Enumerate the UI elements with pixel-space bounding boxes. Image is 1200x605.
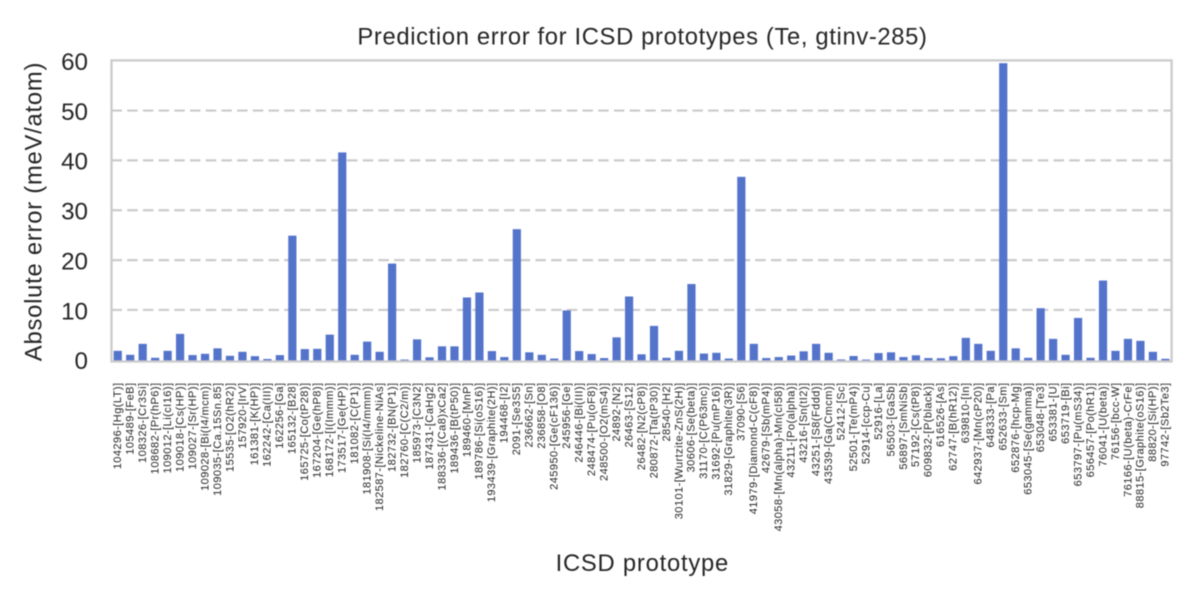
svg-text:56897-[SmNiSb]: 56897-[SmNiSb] [898, 383, 910, 470]
svg-text:40: 40 [61, 149, 88, 176]
svg-text:157920-[IrV]: 157920-[IrV] [237, 383, 249, 449]
svg-text:43216-[Sn(tI2)]: 43216-[Sn(tI2)] [798, 383, 810, 463]
svg-text:26482-[N2(cP8)]: 26482-[N2(cP8)] [636, 383, 648, 471]
svg-text:50: 50 [61, 99, 88, 126]
svg-text:109012-[Li(cI16)]: 109012-[Li(cI16)] [162, 383, 174, 474]
svg-text:Prediction error for ICSD prot: Prediction error for ICSD prototypes (Te… [357, 24, 927, 51]
svg-text:181908-[Si(I4/mmm)]: 181908-[Si(I4/mmm)] [361, 383, 373, 495]
svg-text:57192-[Cs(tP8)]: 57192-[Cs(tP8)] [910, 383, 922, 468]
svg-text:52916-[La]: 52916-[La] [873, 383, 885, 440]
svg-text:182732-[BN(P1)]: 182732-[BN(P1)] [386, 383, 398, 472]
svg-text:639810-[In]: 639810-[In] [960, 383, 972, 444]
svg-text:30606-[Se(beta)]: 30606-[Se(beta)] [686, 383, 698, 473]
svg-text:185973-[C3N2]: 185973-[C3N2] [411, 383, 423, 464]
svg-text:20: 20 [61, 248, 88, 275]
svg-text:52914-[ccp-Cu]: 52914-[ccp-Cu] [860, 383, 872, 465]
svg-text:189786-[Si(oS16)]: 189786-[Si(oS16)] [474, 383, 486, 480]
svg-text:188336-[(Ca8)xCa2]: 188336-[(Ca8)xCa2] [436, 383, 448, 491]
svg-text:165725-[Co(tP28)]: 165725-[Co(tP28)] [299, 383, 311, 481]
svg-text:109028-[Bi(I4/mcm)]: 109028-[Bi(I4/mcm)] [199, 383, 211, 491]
svg-text:609832-[P(black)]: 609832-[P(black)] [923, 383, 935, 478]
svg-text:245956-[Ge]: 245956-[Ge] [561, 383, 573, 449]
svg-text:162256-[Ga]: 162256-[Ga] [274, 383, 286, 449]
svg-text:653797-[Pu(mS34)]: 653797-[Pu(mS34)] [1072, 383, 1084, 487]
svg-text:30: 30 [61, 199, 88, 226]
svg-text:642937-[Mn(cP20)]: 642937-[Mn(cP20)] [973, 383, 985, 485]
svg-text:161381-[K(HP)]: 161381-[K(HP)] [249, 383, 261, 466]
svg-text:109027-[Sr(HP)]: 109027-[Sr(HP)] [187, 383, 199, 470]
svg-text:236858-[O8]: 236858-[O8] [536, 383, 548, 449]
svg-text:31170-[C(P63mc)]: 31170-[C(P63mc)] [698, 383, 710, 479]
svg-text:31692-[Pu(mP16)]: 31692-[Pu(mP16)] [711, 383, 723, 480]
svg-text:104296-[Hg(LT)]: 104296-[Hg(LT)] [112, 383, 124, 470]
svg-text:52412-[Sc]: 52412-[Sc] [835, 383, 847, 441]
svg-text:30101-[Wurtzite-ZnS(2H)]: 30101-[Wurtzite-ZnS(2H)] [673, 383, 685, 520]
svg-text:62747-[B(hR12)]: 62747-[B(hR12)] [948, 383, 960, 471]
svg-text:26463-[S12]: 26463-[S12] [623, 383, 635, 448]
svg-text:653381-[U]: 653381-[U] [1047, 383, 1059, 442]
svg-text:42679-[Sb(mP4)]: 42679-[Sb(mP4)] [761, 383, 773, 474]
svg-text:181082-[C(P1)]: 181082-[C(P1)] [349, 383, 361, 465]
svg-text:43539-[Ga(Cmcm)]: 43539-[Ga(Cmcm)] [823, 383, 835, 485]
svg-text:108326-[Cr3Si]: 108326-[Cr3Si] [137, 383, 149, 463]
svg-text:653048-[Te3]: 653048-[Te3] [1035, 383, 1047, 453]
svg-text:24892-[N2]: 24892-[N2] [611, 383, 623, 442]
svg-text:194468-[I2]: 194468-[I2] [499, 383, 511, 444]
svg-text:56503-[GaSb]: 56503-[GaSb] [885, 383, 897, 457]
svg-text:31829-[Graphite(3R)]: 31829-[Graphite(3R)] [723, 383, 735, 496]
svg-text:88820-[Si(HP)]: 88820-[Si(HP)] [1147, 383, 1159, 462]
svg-text:ICSD prototype: ICSD prototype [556, 550, 729, 577]
svg-text:28540-[H2]: 28540-[H2] [661, 383, 673, 442]
svg-text:653045-[Se(gamma)]: 653045-[Se(gamma)] [1022, 383, 1034, 495]
svg-text:76166-[U(beta)-CrFe]: 76166-[U(beta)-CrFe] [1122, 383, 1134, 497]
svg-text:189436-[B(tP50)]: 189436-[B(tP50)] [449, 383, 461, 474]
svg-text:652876-[hcp-Mg]: 652876-[hcp-Mg] [1010, 383, 1022, 473]
svg-text:43251-[S8(Fddd)]: 43251-[S8(Fddd)] [810, 383, 822, 477]
svg-text:43211-[Po(alpha)]: 43211-[Po(alpha)] [786, 383, 798, 478]
svg-text:248474-[Pu(oF8)]: 248474-[Pu(oF8)] [586, 383, 598, 477]
svg-text:162242-[Ca(III)]: 162242-[Ca(III)] [262, 383, 274, 467]
svg-text:15535-[O2(hR2)]: 15535-[O2(hR2)] [224, 383, 236, 472]
svg-text:60: 60 [61, 49, 88, 76]
svg-text:616526-[As]: 616526-[As] [935, 383, 947, 447]
svg-text:652633-[Sm]: 652633-[Sm] [998, 383, 1010, 451]
svg-text:653719-[Bi]: 653719-[Bi] [1060, 383, 1072, 444]
svg-text:236662-[Sn]: 236662-[Sn] [524, 383, 536, 448]
svg-text:88815-[Graphite(oS16)]: 88815-[Graphite(oS16)] [1135, 383, 1147, 509]
svg-text:187431-[CaHg2]: 187431-[CaHg2] [424, 383, 436, 470]
svg-text:246446-[Bi(III)]: 246446-[Bi(III)] [573, 383, 585, 463]
svg-text:10: 10 [61, 298, 88, 325]
svg-text:109018-[Cs(HP)]: 109018-[Cs(HP)] [174, 383, 186, 472]
svg-text:182760-[C(C2/m)]: 182760-[C(C2/m)] [399, 383, 411, 478]
svg-text:189460-[MnP]: 189460-[MnP] [461, 383, 473, 458]
svg-text:76041-[U(beta)]: 76041-[U(beta)] [1097, 383, 1109, 467]
svg-text:648333-[Pa]: 648333-[Pa] [985, 383, 997, 448]
svg-text:165132-[B28]: 165132-[B28] [287, 383, 299, 455]
svg-text:37090-[S6]: 37090-[S6] [736, 383, 748, 441]
svg-text:280872-[Ta(tP30)]: 280872-[Ta(tP30)] [648, 383, 660, 479]
svg-text:41979-[Diamond-C(cF8)]: 41979-[Diamond-C(cF8)] [748, 383, 760, 515]
svg-text:97742-[Sb2Te3]: 97742-[Sb2Te3] [1160, 383, 1172, 467]
svg-text:43058-[Mn(alpha)-Mn(cI58)]: 43058-[Mn(alpha)-Mn(cI58)] [773, 383, 785, 532]
svg-text:108682-[Pr(hP6)]: 108682-[Pr(hP6)] [149, 383, 161, 475]
svg-text:105489-[FeB]: 105489-[FeB] [125, 383, 137, 455]
svg-text:193439-[Graphite(2H)]: 193439-[Graphite(2H)] [486, 383, 498, 503]
svg-text:167204-[Ge(hP8)]: 167204-[Ge(hP8)] [312, 383, 324, 478]
svg-text:656457-[Po(hR1)]: 656457-[Po(hR1)] [1085, 383, 1097, 478]
svg-text:Absolute error (meV/atom): Absolute error (meV/atom) [21, 62, 48, 361]
svg-text:248500-[O2(mS4)]: 248500-[O2(mS4)] [598, 383, 610, 481]
svg-text:245950-[Ge(cF136)]: 245950-[Ge(cF136)] [549, 383, 561, 490]
svg-text:182587-[Nickeline-NiAs]: 182587-[Nickeline-NiAs] [374, 383, 386, 512]
svg-text:109035-[Ca.15Sn.85]: 109035-[Ca.15Sn.85] [212, 383, 224, 496]
svg-text:52501-[Te(mP4)]: 52501-[Te(mP4)] [848, 383, 860, 472]
svg-text:173517-[Ge(HP)]: 173517-[Ge(HP)] [337, 383, 349, 474]
svg-text:2091-[Se3S5]: 2091-[Se3S5] [511, 383, 523, 456]
svg-text:0: 0 [75, 348, 88, 375]
svg-text:76156-[bcc-W]: 76156-[bcc-W] [1110, 383, 1122, 461]
svg-text:168172-[I(Immm)]: 168172-[I(Immm)] [324, 383, 336, 478]
